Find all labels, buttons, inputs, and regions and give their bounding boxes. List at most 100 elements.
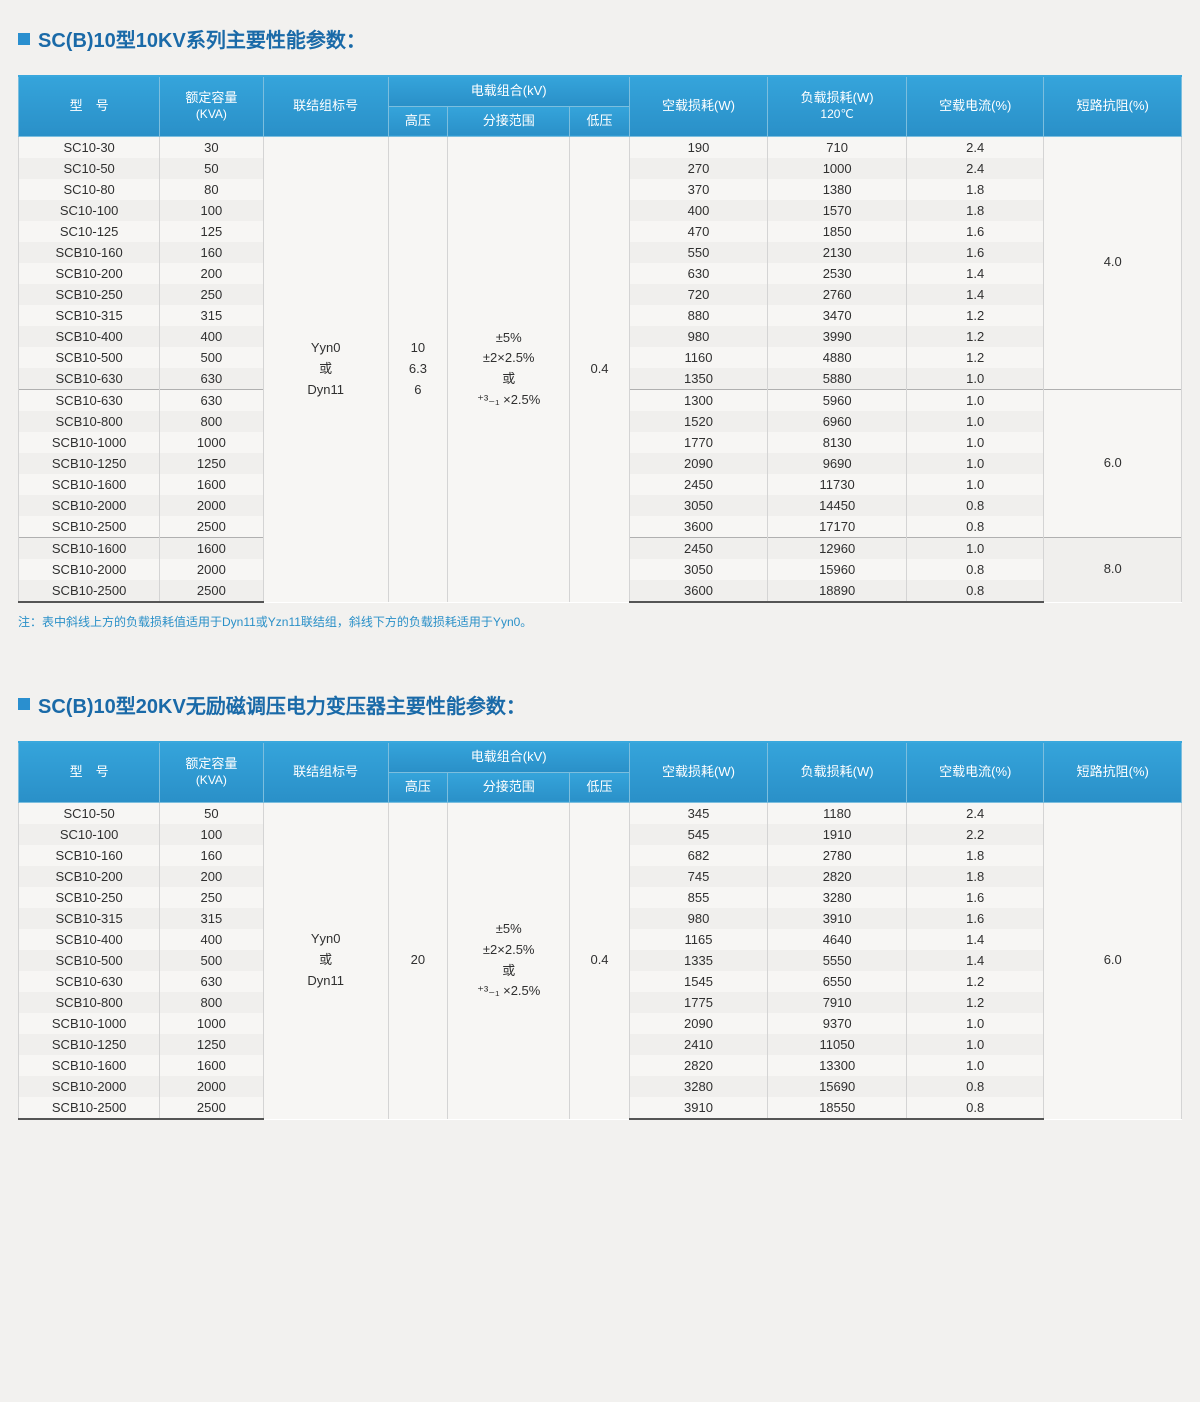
table-20kv: 型 号 额定容量 (KVA) 联结组标号 电载组合(kV) 空载损耗(W) 负载…	[18, 741, 1182, 1120]
table-cell-kva: 200	[160, 866, 263, 887]
table-cell-nll: 345	[629, 802, 768, 824]
col-lv: 低压	[570, 772, 629, 802]
table-cell-ll: 5960	[768, 389, 907, 411]
table-cell-kva: 500	[160, 950, 263, 971]
table-cell-model: SC10-30	[19, 136, 160, 158]
table-cell-kva: 315	[160, 305, 263, 326]
table-cell-ll: 9690	[768, 453, 907, 474]
col-group: 联结组标号	[263, 76, 388, 136]
table-cell-model: SCB10-630	[19, 368, 160, 390]
table-cell-nlc: 1.2	[906, 971, 1043, 992]
table-cell-nlc: 1.0	[906, 474, 1043, 495]
col-load-combo: 电载组合(kV)	[388, 76, 629, 106]
table-cell-kva: 630	[160, 368, 263, 390]
table-cell-model: SCB10-2000	[19, 495, 160, 516]
table-cell-model: SCB10-630	[19, 389, 160, 411]
table-cell-ll: 17170	[768, 516, 907, 538]
table-cell-nll: 400	[629, 200, 768, 221]
col-short-imp: 短路抗阻(%)	[1044, 76, 1182, 136]
table-cell-nlc: 1.4	[906, 950, 1043, 971]
table-cell-nll: 3600	[629, 580, 768, 602]
table-cell-model: SC10-100	[19, 824, 160, 845]
table-cell-nlc: 0.8	[906, 516, 1043, 538]
table-cell-nll: 720	[629, 284, 768, 305]
table-cell-kva: 630	[160, 971, 263, 992]
table-cell-nlc: 1.0	[906, 411, 1043, 432]
col-model: 型 号	[19, 76, 160, 136]
table-cell-nll: 2410	[629, 1034, 768, 1055]
table-cell-model: SCB10-250	[19, 284, 160, 305]
table-cell-nll: 3910	[629, 1097, 768, 1119]
table-cell-kva: 125	[160, 221, 263, 242]
table-cell-model: SC10-100	[19, 200, 160, 221]
table-cell-ll: 14450	[768, 495, 907, 516]
table-cell-kva: 200	[160, 263, 263, 284]
merged-impedance: 6.0	[1044, 802, 1182, 1119]
table-cell-model: SCB10-1250	[19, 453, 160, 474]
table-cell-ll: 15960	[768, 559, 907, 580]
table-cell-nll: 190	[629, 136, 768, 158]
table-cell-model: SCB10-200	[19, 866, 160, 887]
col-load-loss: 负载损耗(W) 120℃	[768, 76, 907, 136]
table-cell-kva: 1600	[160, 537, 263, 559]
table-cell-kva: 30	[160, 136, 263, 158]
col-noload-current: 空载电流(%)	[906, 742, 1043, 802]
table-cell-ll: 8130	[768, 432, 907, 453]
col-model: 型 号	[19, 742, 160, 802]
table-cell-ll: 1850	[768, 221, 907, 242]
table-cell-kva: 2000	[160, 1076, 263, 1097]
section-title-2: SC(B)10型20KV无励磁调压电力变压器主要性能参数：	[18, 690, 1182, 719]
col-tap: 分接范围	[448, 772, 570, 802]
table-cell-nlc: 0.8	[906, 1076, 1043, 1097]
table-cell-nlc: 1.8	[906, 866, 1043, 887]
table-cell-ll: 2760	[768, 284, 907, 305]
table-cell-ll: 1570	[768, 200, 907, 221]
table-cell-nll: 1775	[629, 992, 768, 1013]
table-cell-nlc: 1.2	[906, 992, 1043, 1013]
table-cell-nll: 1545	[629, 971, 768, 992]
col-lv: 低压	[570, 106, 629, 136]
table-cell-model: SCB10-1600	[19, 1055, 160, 1076]
table-cell-model: SCB10-2500	[19, 1097, 160, 1119]
col-load-loss: 负载损耗(W)	[768, 742, 907, 802]
table-cell-nll: 2450	[629, 474, 768, 495]
table-cell-nlc: 1.0	[906, 1034, 1043, 1055]
table-cell-ll: 18890	[768, 580, 907, 602]
table-cell-nlc: 0.8	[906, 495, 1043, 516]
table-cell-nll: 3050	[629, 559, 768, 580]
table-cell-ll: 6550	[768, 971, 907, 992]
table-cell-nll: 745	[629, 866, 768, 887]
table-cell-nll: 2820	[629, 1055, 768, 1076]
table-cell-model: SCB10-500	[19, 950, 160, 971]
table-10kv: 型 号 额定容量 (KVA) 联结组标号 电载组合(kV) 空载损耗(W) 负载…	[18, 75, 1182, 603]
table-cell-ll: 710	[768, 136, 907, 158]
table-cell-kva: 250	[160, 284, 263, 305]
table-cell-model: SCB10-315	[19, 908, 160, 929]
col-hv: 高压	[388, 106, 447, 136]
section-10kv: SC(B)10型10KV系列主要性能参数： 型 号 额定容量 (KVA) 联结组…	[18, 24, 1182, 630]
table-cell-kva: 100	[160, 200, 263, 221]
table-cell-kva: 400	[160, 929, 263, 950]
table-cell-model: SCB10-500	[19, 347, 160, 368]
table-cell-nll: 880	[629, 305, 768, 326]
table-cell-model: SCB10-1250	[19, 1034, 160, 1055]
table-cell-ll: 1180	[768, 802, 907, 824]
table-cell-ll: 1380	[768, 179, 907, 200]
table-cell-kva: 1250	[160, 1034, 263, 1055]
table-cell-nlc: 0.8	[906, 559, 1043, 580]
table-cell-ll: 11730	[768, 474, 907, 495]
table-cell-nll: 3050	[629, 495, 768, 516]
table-cell-model: SCB10-315	[19, 305, 160, 326]
table-cell-model: SC10-50	[19, 802, 160, 824]
table-cell-nll: 855	[629, 887, 768, 908]
merged-group: Yyn0或Dyn11	[263, 802, 388, 1119]
table-head-1: 型 号 额定容量 (KVA) 联结组标号 电载组合(kV) 空载损耗(W) 负载…	[19, 76, 1182, 136]
table-cell-nlc: 0.8	[906, 1097, 1043, 1119]
merged-impedance: 4.0	[1044, 136, 1182, 389]
merged-tap: ±5%±2×2.5%或⁺³₋₁ ×2.5%	[448, 802, 570, 1119]
table-head-2: 型 号 额定容量 (KVA) 联结组标号 电载组合(kV) 空载损耗(W) 负载…	[19, 742, 1182, 802]
table-cell-nll: 980	[629, 326, 768, 347]
table-cell-nlc: 2.2	[906, 824, 1043, 845]
table-cell-model: SCB10-630	[19, 971, 160, 992]
table-cell-model: SCB10-2000	[19, 559, 160, 580]
